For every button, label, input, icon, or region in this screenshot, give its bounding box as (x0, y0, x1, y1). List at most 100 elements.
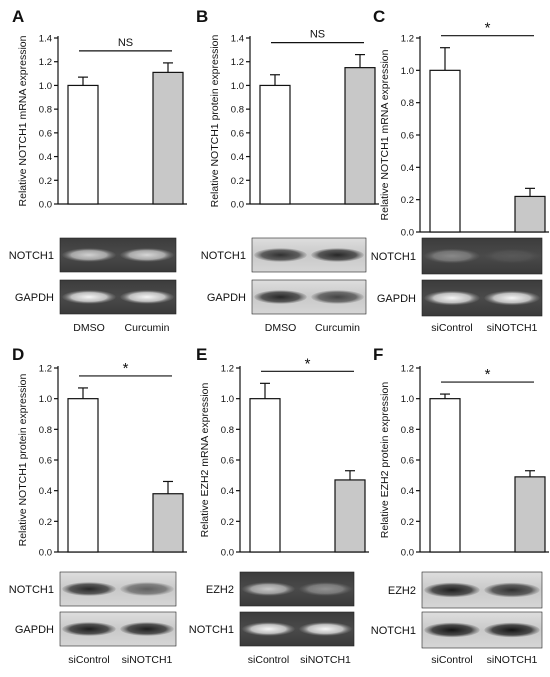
y-tick-label: 0.2 (401, 517, 414, 528)
panel-f: F 0.0 0.2 0.4 0.6 0.8 1.0 1.2 Relative EZH2 prot… (371, 345, 549, 666)
category-label: siNOTCH1 (487, 322, 538, 334)
y-tick-label: 0.4 (39, 152, 52, 163)
y-tick-label: 0.4 (231, 152, 244, 163)
y-tick-label: 0.0 (39, 200, 52, 211)
y-tick-label: 0.8 (401, 425, 414, 436)
category-label: Curcumin (125, 322, 170, 334)
panel-letter: B (196, 7, 208, 26)
blot-label: NOTCH1 (371, 251, 416, 263)
significance-label: NS (310, 29, 325, 41)
panel-a: A 0.0 0.2 0.4 0.6 0.8 1.0 1.2 1.4 Relative NOTCH1… (9, 7, 187, 334)
blot-band (311, 290, 364, 304)
y-tick-label: 0.6 (401, 131, 414, 142)
y-tick-label: 0.8 (39, 425, 52, 436)
y-tick-label: 0.4 (401, 486, 414, 497)
y-tick-label: 0.2 (401, 195, 414, 206)
blot-band (424, 622, 480, 638)
blot-band (120, 582, 174, 596)
panel-c: C 0.0 0.2 0.4 0.6 0.8 1.0 1.2 Relative NOTCH1 mR… (371, 7, 549, 334)
panel-letter: F (373, 345, 383, 364)
y-tick-label: 1.0 (39, 81, 52, 92)
y-tick-label: 1.4 (39, 34, 52, 45)
blot-band (311, 248, 364, 262)
y-tick-label: 0.2 (221, 517, 234, 528)
blot-band (242, 582, 295, 596)
panel-letter: A (12, 7, 24, 26)
y-tick-label: 1.2 (401, 364, 414, 375)
panel-d: D 0.0 0.2 0.4 0.6 0.8 1.0 1.2 Relative NOTCH1 pr… (9, 345, 187, 666)
y-tick-label: 0.4 (221, 486, 234, 497)
y-axis-label: Relative NOTCH1 mRNA expression (379, 49, 391, 220)
category-label: siControl (68, 654, 109, 666)
blot-band (484, 582, 540, 598)
y-tick-label: 0.2 (231, 176, 244, 187)
category-label: siControl (431, 654, 472, 666)
blot-label: EZH2 (206, 584, 234, 596)
blot-band (484, 290, 540, 306)
blot-band (62, 290, 116, 304)
blot-band (120, 622, 174, 636)
category-label: Curcumin (315, 322, 360, 334)
bar-dmso (67, 84, 99, 205)
bar-sinotch1 (152, 493, 184, 553)
category-label: DMSO (73, 322, 105, 334)
panel-letter: E (196, 345, 207, 364)
y-tick-label: 1.2 (231, 57, 244, 68)
blot-label: GAPDH (207, 292, 246, 304)
y-axis-label: Relative NOTCH1 mRNA expression (17, 35, 29, 206)
y-tick-label: 1.0 (221, 394, 234, 405)
bar-sinotch1 (334, 479, 366, 553)
blot-label: EZH2 (388, 585, 416, 597)
blot-band (424, 582, 480, 598)
category-label: DMSO (265, 322, 297, 334)
blot-band (299, 582, 352, 596)
bar-dmso (259, 84, 291, 205)
category-label: siNOTCH1 (300, 654, 351, 666)
blot-band (62, 248, 116, 262)
y-tick-label: 1.4 (231, 34, 244, 45)
bar-sicontrol (429, 69, 461, 233)
blot-label: GAPDH (15, 292, 54, 304)
blot-label: GAPDH (377, 293, 416, 305)
panel-letter: D (12, 345, 24, 364)
significance-label: * (485, 366, 491, 383)
y-tick-label: 1.2 (401, 34, 414, 45)
y-tick-label: 0.0 (401, 228, 414, 239)
blot-band (424, 248, 480, 264)
bar-sicontrol (67, 398, 99, 553)
y-tick-label: 0.6 (401, 456, 414, 467)
blot-band (299, 622, 352, 636)
y-tick-label: 0.6 (231, 128, 244, 139)
y-tick-label: 1.2 (39, 57, 52, 68)
significance-label: NS (118, 37, 133, 49)
bar-curcumin (344, 67, 376, 205)
significance-label: * (305, 355, 311, 372)
y-axis-label: Relative NOTCH1 protein expression (17, 373, 29, 546)
blot-label: NOTCH1 (371, 625, 416, 637)
y-tick-label: 0.2 (39, 517, 52, 528)
y-tick-label: 0.0 (231, 200, 244, 211)
y-tick-label: 1.2 (39, 364, 52, 375)
blot-band (484, 622, 540, 638)
bar-curcumin (152, 71, 184, 205)
significance-label: * (485, 20, 491, 37)
blot-band (120, 290, 174, 304)
panel-b: B 0.0 0.2 0.4 0.6 0.8 1.0 1.2 1.4 Relative NOTCH1… (196, 7, 379, 334)
blot-label: NOTCH1 (189, 624, 234, 636)
category-label: siNOTCH1 (487, 654, 538, 666)
panel-letter: C (373, 7, 385, 26)
y-tick-label: 1.0 (231, 81, 244, 92)
y-tick-label: 0.8 (401, 98, 414, 109)
panel-e: E 0.0 0.2 0.4 0.6 0.8 1.0 1.2 Relative EZH2 mRNA… (189, 345, 369, 666)
y-tick-label: 0.8 (221, 425, 234, 436)
y-tick-label: 0.4 (401, 163, 414, 174)
bar-sinotch1 (514, 476, 546, 553)
blot-label: NOTCH1 (9, 584, 54, 596)
y-tick-label: 0.2 (39, 176, 52, 187)
y-axis-label: Relative EZH2 mRNA expression (199, 383, 211, 538)
blot-band (242, 622, 295, 636)
bar-sinotch1 (514, 195, 546, 233)
bar-sicontrol (249, 398, 281, 553)
category-label: siNOTCH1 (122, 654, 173, 666)
